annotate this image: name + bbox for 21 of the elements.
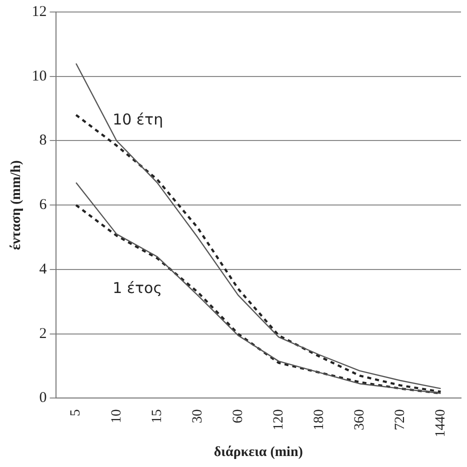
x-tick-label: 30 bbox=[190, 409, 206, 424]
y-axis-title: ένταση (mm/h) bbox=[9, 160, 24, 250]
x-tick-label: 15 bbox=[150, 409, 165, 424]
annotation: 1 έτος bbox=[112, 278, 162, 297]
x-tick-label: 1440 bbox=[433, 409, 448, 438]
x-tick-label: 720 bbox=[392, 409, 408, 430]
y-tick-label: 4 bbox=[39, 261, 48, 278]
x-tick-label: 360 bbox=[352, 409, 368, 430]
x-tick-label: 10 bbox=[109, 409, 124, 424]
y-tick-label: 2 bbox=[39, 326, 47, 342]
y-tick-label: 8 bbox=[39, 132, 47, 149]
y-tick-label: 10 bbox=[32, 68, 47, 84]
y-tick-label: 12 bbox=[32, 4, 47, 20]
x-tick-label: 60 bbox=[230, 409, 246, 424]
x-axis-title: διάρκεια (min) bbox=[214, 445, 304, 460]
x-tick-label: 180 bbox=[312, 409, 327, 430]
x-tick-label: 5 bbox=[68, 409, 84, 416]
x-tick-label: 120 bbox=[271, 409, 286, 430]
y-tick-label: 0 bbox=[39, 390, 47, 406]
y-tick-label: 6 bbox=[39, 197, 48, 214]
annotation: 10 έτη bbox=[112, 110, 164, 129]
